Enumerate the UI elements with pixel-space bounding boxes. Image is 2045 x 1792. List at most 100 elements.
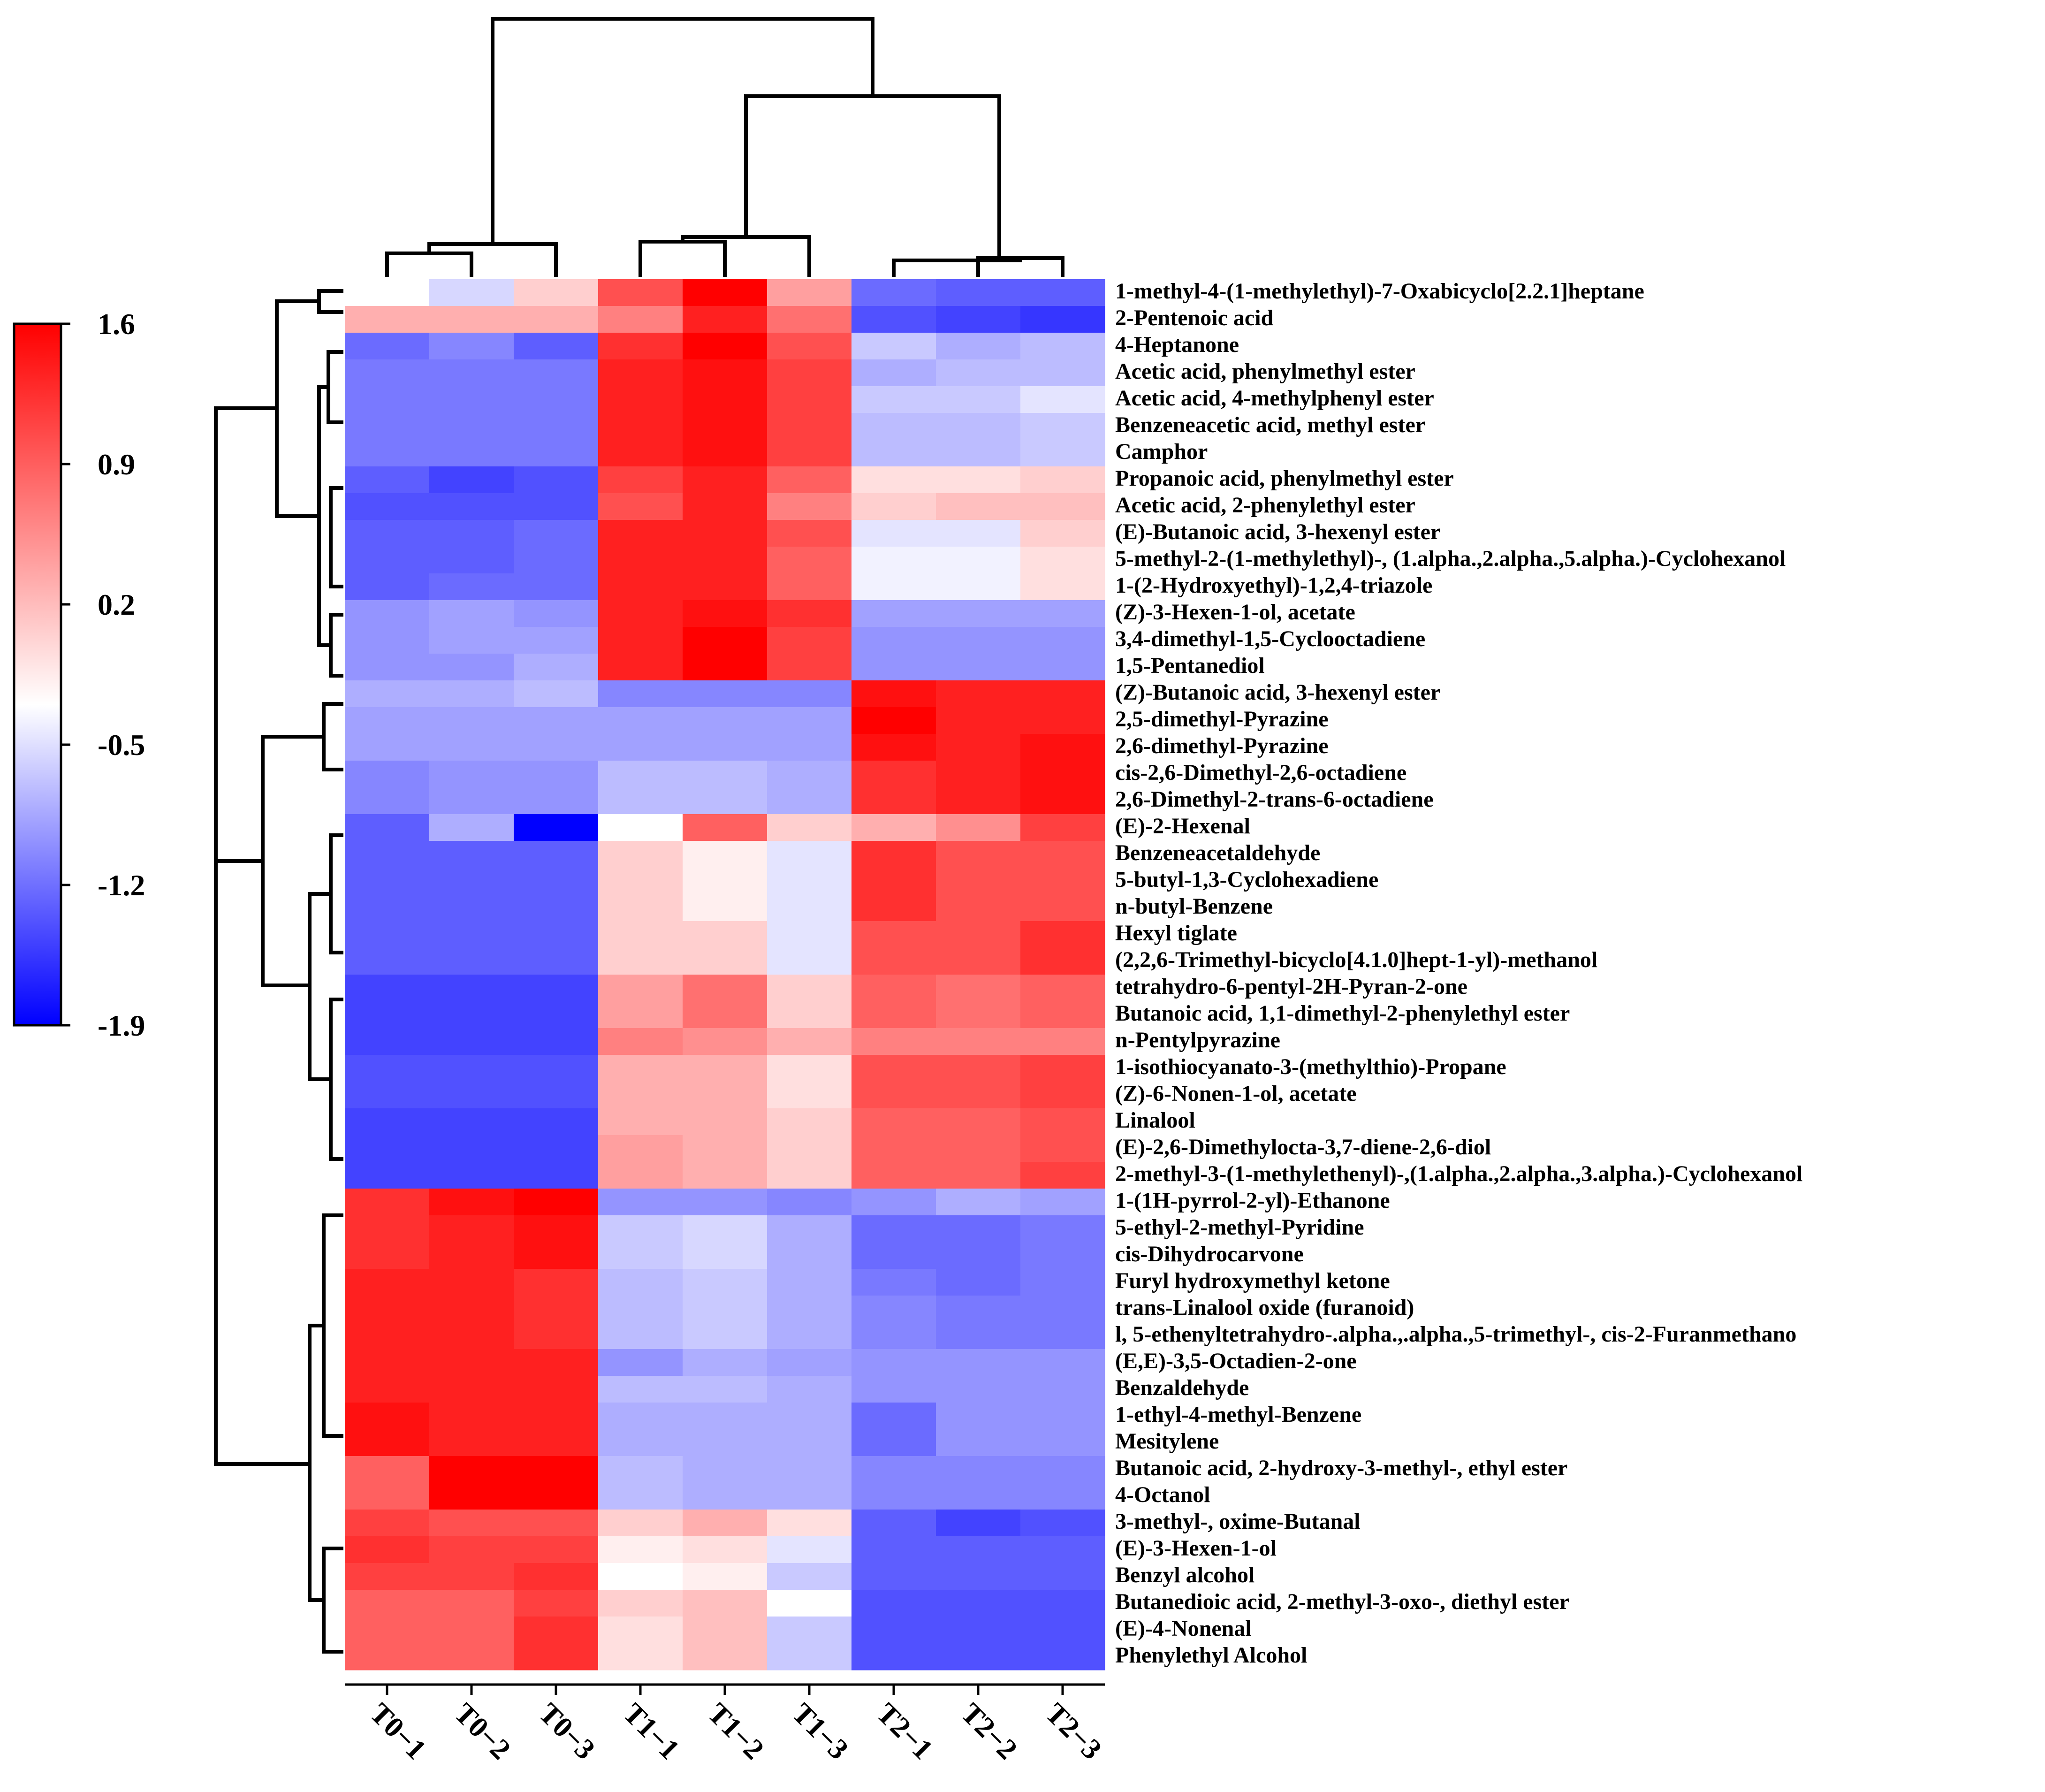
- heatmap-cell: [683, 1376, 768, 1403]
- heatmap-cell: [598, 1349, 683, 1376]
- column-label: T2−2: [955, 1697, 1023, 1766]
- heatmap-cell: [936, 1135, 1021, 1162]
- heatmap-cell: [936, 1590, 1021, 1617]
- heatmap-cell: [429, 359, 514, 387]
- heatmap-cell: [851, 761, 936, 788]
- heatmap-cell: [429, 547, 514, 574]
- heatmap-cell: [345, 520, 430, 547]
- heatmap-cell: [598, 440, 683, 467]
- heatmap-cell: [767, 1322, 852, 1350]
- row-label: Benzaldehyde: [1115, 1375, 1249, 1400]
- heatmap-cell: [1020, 1296, 1105, 1323]
- heatmap-cell: [851, 787, 936, 815]
- heatmap-cell: [767, 306, 852, 333]
- heatmap-cell: [1020, 680, 1105, 708]
- heatmap-cell: [598, 1215, 683, 1243]
- row-label: 5-methyl-2-(1-methylethyl)-, (1.alpha.,2…: [1115, 546, 1786, 571]
- heatmap-cell: [683, 1483, 768, 1510]
- heatmap-cell: [429, 1242, 514, 1269]
- heatmap-cell: [345, 1536, 430, 1563]
- heatmap-cell: [851, 413, 936, 440]
- heatmap-cell: [767, 1296, 852, 1323]
- heatmap-cell: [429, 1456, 514, 1483]
- heatmap-cell: [767, 1055, 852, 1082]
- heatmap-cell: [514, 386, 599, 413]
- heatmap-cell: [1020, 761, 1105, 788]
- row-dendrogram-link: [329, 613, 343, 678]
- heatmap-cell: [683, 547, 768, 574]
- row-label: (E)-Butanoic acid, 3-hexenyl ester: [1115, 519, 1440, 544]
- row-label: Hexyl tiglate: [1115, 921, 1237, 946]
- heatmap-cell: [345, 279, 430, 306]
- heatmap-cell: [345, 1001, 430, 1029]
- heatmap-cell: [429, 734, 514, 761]
- row-label: 5-butyl-1,3-Cyclohexadiene: [1115, 867, 1378, 892]
- heatmap-cell: [429, 1322, 514, 1350]
- row-label: Butanoic acid, 1,1-dimethyl-2-phenylethy…: [1115, 1001, 1570, 1026]
- row-dendrogram: [214, 289, 343, 1654]
- heatmap-cell: [429, 1349, 514, 1376]
- heatmap-cell: [767, 1510, 852, 1537]
- heatmap-cell: [936, 841, 1021, 868]
- heatmap-cell: [429, 493, 514, 520]
- heatmap-cell: [1020, 1429, 1105, 1456]
- heatmap-cell: [598, 1082, 683, 1109]
- heatmap-cell: [598, 787, 683, 815]
- heatmap-cell: [1020, 386, 1105, 413]
- heatmap-cell: [1020, 707, 1105, 734]
- heatmap-cell: [1020, 814, 1105, 841]
- heatmap-cell: [514, 520, 599, 547]
- heatmap-cell: [429, 1082, 514, 1109]
- row-label: Acetic acid, 2-phenylethyl ester: [1115, 493, 1415, 518]
- heatmap-cell: [345, 654, 430, 681]
- heatmap-cell: [767, 841, 852, 868]
- row-dendrogram-link: [261, 735, 324, 987]
- heatmap-cell: [598, 734, 683, 761]
- heatmap-cell: [598, 547, 683, 574]
- heatmap-cell: [598, 413, 683, 440]
- heatmap-cell: [851, 386, 936, 413]
- heatmap-cell: [683, 1510, 768, 1537]
- heatmap-cell: [767, 386, 852, 413]
- heatmap-cell: [851, 1055, 936, 1082]
- heatmap-cell: [851, 894, 936, 922]
- heatmap-cell: [683, 1055, 768, 1082]
- heatmap-cell: [683, 466, 768, 494]
- heatmap-cell: [936, 333, 1021, 360]
- heatmap-cell: [851, 520, 936, 547]
- heatmap-cell: [767, 1563, 852, 1590]
- heatmap-cell: [514, 359, 599, 387]
- heatmap-cell: [345, 1403, 430, 1430]
- heatmap-cell: [936, 707, 1021, 734]
- heatmap-cell: [851, 279, 936, 306]
- heatmap-cell: [345, 1429, 430, 1456]
- heatmap-cell: [683, 921, 768, 948]
- heatmap-cell: [851, 1563, 936, 1590]
- heatmap-cell: [767, 1162, 852, 1189]
- heatmap-cell: [851, 707, 936, 734]
- heatmap-cell: [936, 1082, 1021, 1109]
- heatmap-cell: [345, 761, 430, 788]
- heatmap-cell: [514, 440, 599, 467]
- column-dendrogram-link: [639, 240, 727, 277]
- heatmap-cell: [767, 1456, 852, 1483]
- heatmap-cell: [851, 868, 936, 895]
- heatmap-cell: [683, 413, 768, 440]
- heatmap-cell: [1020, 1215, 1105, 1243]
- heatmap-cell: [345, 1242, 430, 1269]
- heatmap-cell: [683, 1296, 768, 1323]
- heatmap-cell: [429, 975, 514, 1002]
- heatmap-cell: [767, 734, 852, 761]
- heatmap-cell: [598, 386, 683, 413]
- row-label: 2-Pentenoic acid: [1115, 305, 1274, 330]
- heatmap-cell: [683, 841, 768, 868]
- heatmap-cell: [345, 333, 430, 360]
- row-label: 4-Heptanone: [1115, 332, 1239, 357]
- heatmap-cell: [936, 306, 1021, 333]
- heatmap-cell: [851, 1483, 936, 1510]
- row-labels: 1-methyl-4-(1-methylethyl)-7-Oxabicyclo[…: [1115, 279, 1802, 1668]
- heatmap-cell: [598, 359, 683, 387]
- heatmap-cell: [1020, 1189, 1105, 1216]
- row-label: 1-isothiocyanato-3-(methylthio)-Propane: [1115, 1054, 1506, 1079]
- heatmap-cell: [514, 573, 599, 601]
